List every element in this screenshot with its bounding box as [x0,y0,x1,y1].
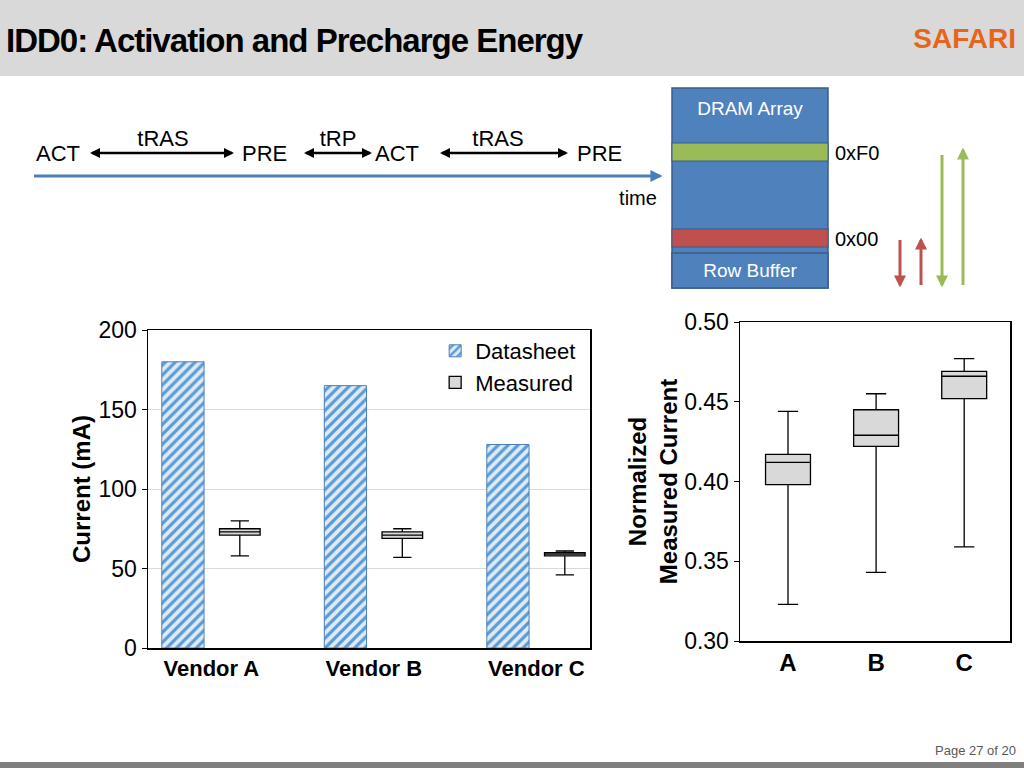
svg-text:tRP: tRP [320,126,357,151]
svg-text:Vendor B: Vendor B [326,656,423,681]
svg-text:Measured: Measured [475,371,573,396]
svg-text:0.45: 0.45 [684,389,729,415]
svg-text:0xF0: 0xF0 [835,142,879,164]
svg-text:DRAM Array: DRAM Array [697,98,803,119]
svg-text:tRAS: tRAS [472,126,523,151]
svg-text:0.30: 0.30 [684,628,729,654]
svg-text:C: C [956,649,973,676]
svg-text:150: 150 [99,397,137,423]
svg-text:Current (mA): Current (mA) [68,415,95,563]
svg-text:200: 200 [99,317,137,343]
svg-text:Datasheet: Datasheet [475,339,575,364]
svg-text:0.50: 0.50 [684,309,729,335]
svg-text:Vendor A: Vendor A [163,656,259,681]
svg-text:NormalizedMeasured Current: NormalizedMeasured Current [624,379,682,584]
svg-text:Page 27 of 20: Page 27 of 20 [935,743,1016,758]
svg-text:0.35: 0.35 [684,548,729,574]
svg-text:tRAS: tRAS [137,126,188,151]
svg-text:time: time [619,187,657,209]
svg-text:100: 100 [99,476,137,502]
svg-text:0.40: 0.40 [684,469,729,495]
svg-text:0x00: 0x00 [835,228,878,250]
svg-text:50: 50 [111,556,137,582]
svg-text:ACT: ACT [36,141,80,166]
svg-text:PRE: PRE [242,141,287,166]
svg-text:A: A [779,649,796,676]
svg-text:0: 0 [124,635,137,661]
svg-text:IDD0: Activation and Precharge: IDD0: Activation and Precharge Energy [6,22,584,59]
svg-text:B: B [867,649,884,676]
svg-text:Vendor C: Vendor C [488,656,585,681]
svg-text:SAFARI: SAFARI [913,23,1016,54]
svg-text:Row Buffer: Row Buffer [703,260,797,281]
svg-text:PRE: PRE [577,141,622,166]
svg-text:ACT: ACT [375,141,419,166]
